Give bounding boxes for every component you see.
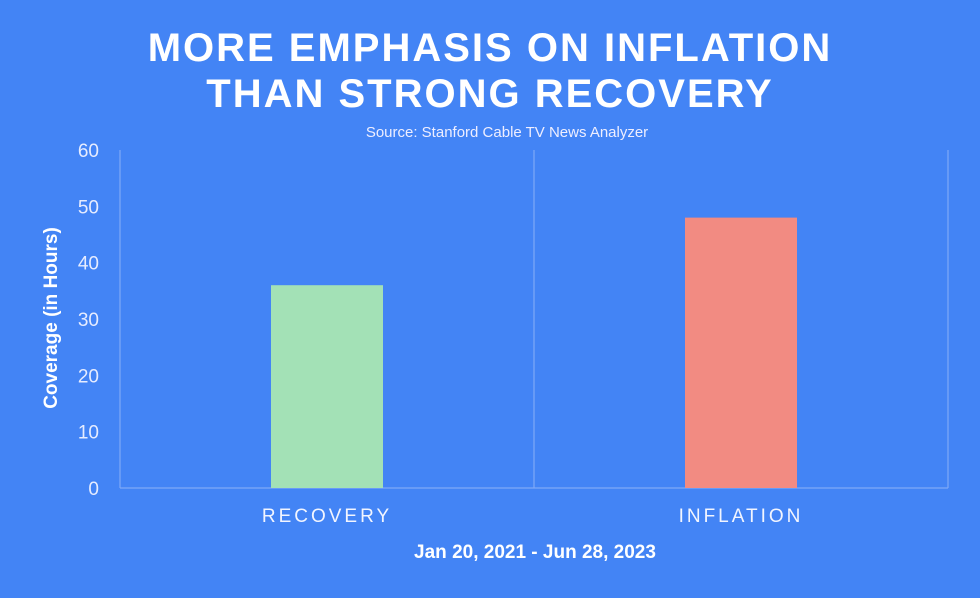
- y-axis-label: Coverage (in Hours): [41, 227, 62, 409]
- y-tick-label: 20: [78, 366, 99, 387]
- y-tick-label: 10: [78, 423, 99, 444]
- bar-inflation: [685, 217, 797, 488]
- y-tick-label: 60: [78, 141, 99, 162]
- chart-subtitle: Source: Stanford Cable TV News Analyzer: [365, 124, 649, 141]
- y-tick-label: 40: [78, 254, 99, 275]
- y-tick-label: 50: [78, 197, 99, 218]
- y-tick-label: 0: [88, 479, 99, 500]
- x-axis-label: Jan 20, 2021 - Jun 28, 2023: [414, 542, 656, 563]
- category-label: RECOVERY: [262, 506, 392, 527]
- category-label: INFLATION: [679, 506, 804, 527]
- chart-title-line-1: MORE EMPHASIS ON INFLATION: [147, 26, 833, 70]
- y-tick-label: 30: [78, 310, 99, 331]
- chart-title-line-2: THAN STRONG RECOVERY: [206, 72, 774, 116]
- bar-recovery: [271, 285, 383, 488]
